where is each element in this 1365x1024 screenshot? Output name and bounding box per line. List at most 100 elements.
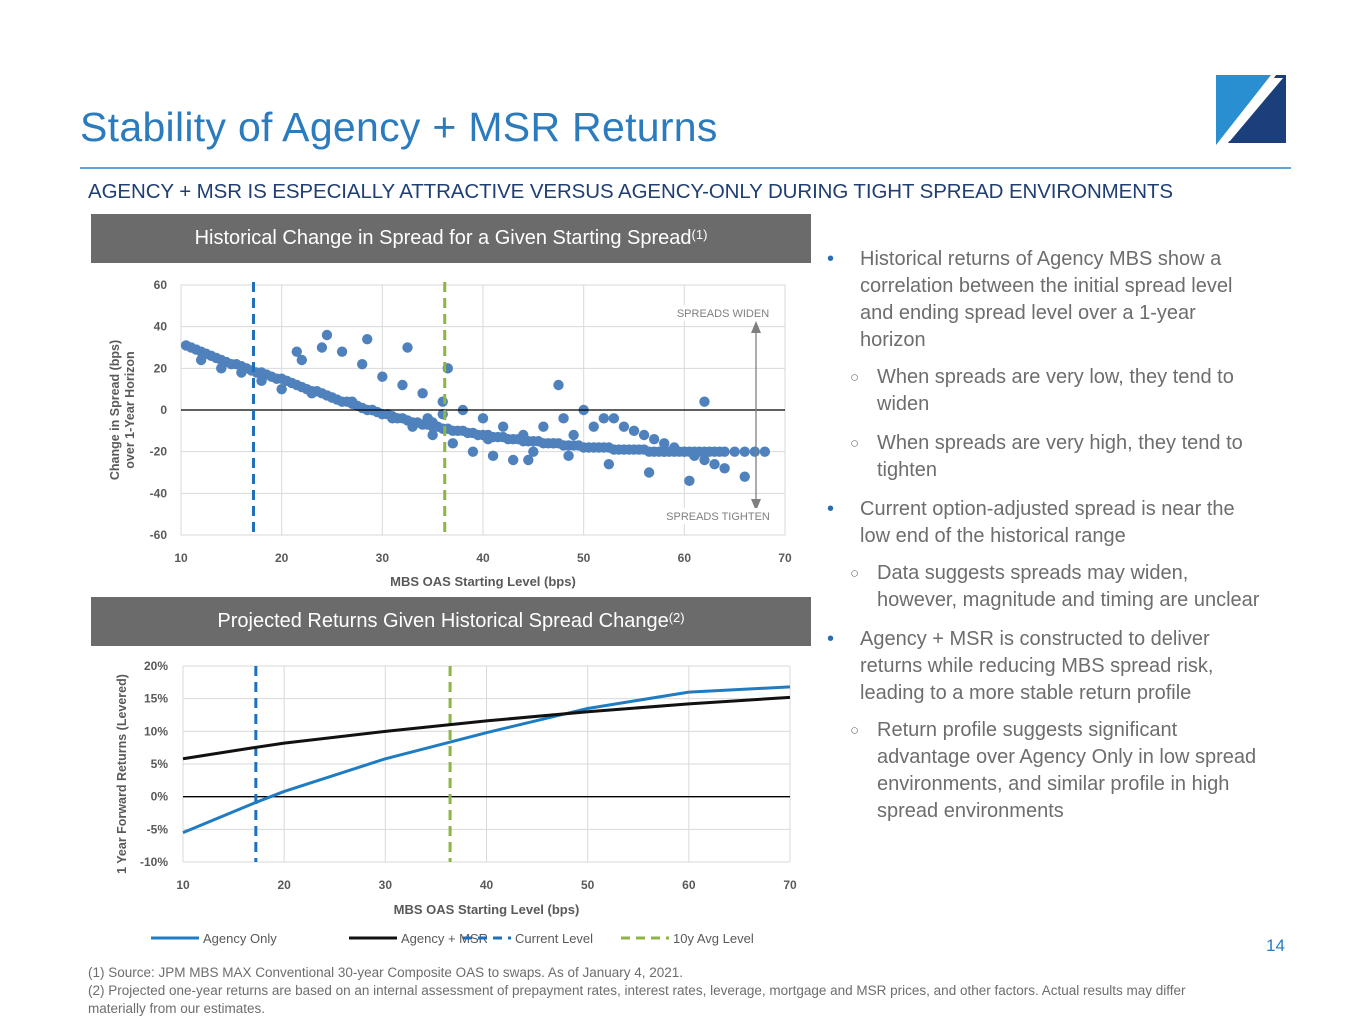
scatter-point xyxy=(291,346,302,357)
agency-msr-line xyxy=(182,695,791,761)
scatter-point xyxy=(709,458,720,470)
scatter-point xyxy=(528,446,539,457)
scatter-point xyxy=(679,446,690,457)
scatter-point xyxy=(553,379,564,391)
chart1-header-text: Historical Change in Spread for a Given … xyxy=(194,227,692,249)
scatter-point xyxy=(346,396,358,407)
scatter-point xyxy=(422,413,433,424)
scatter-point xyxy=(377,371,388,382)
footnotes: (1) Source: JPM MBS MAX Conventional 30-… xyxy=(88,964,1208,1018)
scatter-point xyxy=(447,438,458,449)
scatter-point xyxy=(417,388,428,399)
scatter-point xyxy=(739,446,750,457)
scatter-point xyxy=(719,463,730,474)
scatter-point xyxy=(643,467,655,478)
scatter-point xyxy=(523,454,534,466)
spreads-widen-label: SPREADS WIDEN xyxy=(677,308,769,320)
sub-bullet-item: ○ Return profile suggests significant adv… xyxy=(850,719,1257,822)
scatter-point xyxy=(729,446,740,457)
scatter-point xyxy=(638,429,650,441)
circle-bullet-icon: ○ xyxy=(850,722,860,739)
scatter-point xyxy=(759,446,771,457)
scatter-point xyxy=(236,367,247,378)
sub-bullet-item: ○ When spreads are very high, they tend t… xyxy=(850,432,1243,481)
y-axis-title: 1 Year Forward Returns (Levered) xyxy=(115,674,129,874)
scatter-point xyxy=(699,396,710,407)
scatter-point xyxy=(689,450,700,462)
agency-only-line xyxy=(182,685,791,834)
scatter-point xyxy=(402,342,413,353)
bullet-icon: • xyxy=(827,498,835,520)
x-tick-label: 10 xyxy=(174,551,188,565)
y-tick-label: 20 xyxy=(154,361,168,375)
y-tick-label: 15% xyxy=(144,692,168,706)
x-axis-title: MBS OAS Starting Level (bps) xyxy=(394,902,580,917)
scatter-point xyxy=(548,438,559,449)
bullet-item: • Historical returns of Agency MBS show a… xyxy=(827,248,1233,351)
spreads-tighten-label: SPREADS TIGHTEN xyxy=(666,511,770,523)
x-tick-label: 60 xyxy=(682,878,696,892)
chart2-header: Projected Returns Given Historical Sprea… xyxy=(91,597,811,646)
line-chart: 10 20 30 40 50 60 70 20% 15% 10% 5% 0% -5% -10% MBS OA… xyxy=(115,659,797,946)
circle-bullet-icon: ○ xyxy=(850,435,860,452)
scatter-point xyxy=(316,342,328,353)
section-subtitle: AGENCY + MSR IS ESPECIALLY ATTRACTIVE VE… xyxy=(88,180,1173,203)
scatter-point xyxy=(618,421,630,432)
x-tick-label: 40 xyxy=(476,551,490,565)
scatter-point xyxy=(538,421,549,432)
y-axis-title: Change in Spread (bps)over 1-Year Horizo… xyxy=(108,340,137,480)
bullet-list: • Historical returns of Agency MBS show a… xyxy=(825,246,1260,837)
scatter-point xyxy=(216,363,227,374)
page-number: 14 xyxy=(1266,936,1285,955)
scatter-point xyxy=(659,446,670,457)
scatter-point xyxy=(749,446,760,457)
tighten-arrow-head xyxy=(751,499,761,511)
scatter-point xyxy=(588,421,599,432)
scatter-point xyxy=(195,354,207,366)
x-tick-label: 20 xyxy=(275,551,289,565)
scatter-point xyxy=(497,421,509,432)
x-axis-title: MBS OAS Starting Level (bps) xyxy=(390,574,576,589)
y-tick-label: 10% xyxy=(144,724,168,738)
y-tick-label: 5% xyxy=(151,757,169,771)
scatter-point xyxy=(659,438,670,449)
scatter-point xyxy=(306,388,318,399)
circle-bullet-icon: ○ xyxy=(850,369,860,386)
scatter-point xyxy=(276,383,287,395)
footnote-2: (2) Projected one-year returns are based… xyxy=(88,983,1186,1016)
y-tick-label: 0 xyxy=(160,403,167,417)
annotation-bg xyxy=(673,305,775,321)
y-tick-label: -10% xyxy=(140,855,168,869)
y-tick-label: -20 xyxy=(150,445,168,459)
chart2-header-text: Projected Returns Given Historical Sprea… xyxy=(217,610,669,632)
company-logo xyxy=(1216,75,1286,149)
sub-bullet-item: ○ Data suggests spreads may widen, howeve… xyxy=(850,562,1260,611)
scatter-point xyxy=(357,358,368,370)
legend-10y-avg-label: 10y Avg Level xyxy=(673,931,754,946)
scatter-point xyxy=(362,333,373,345)
x-tick-label: 30 xyxy=(379,878,393,892)
y-tick-label: 0% xyxy=(151,790,169,804)
page-title: Stability of Agency + MSR Returns xyxy=(80,104,718,150)
scatter-point xyxy=(482,433,494,445)
scatter-point xyxy=(699,454,710,466)
scatter-point xyxy=(487,450,499,462)
scatter-chart: 10 20 30 40 50 60 70 60 40 20 0 -20 -40 -60 MBS OAS St… xyxy=(108,278,792,589)
scatter-point xyxy=(427,429,438,441)
sub-bullet-item: ○ When spreads are very low, they tend to… xyxy=(850,366,1234,415)
scatter-point xyxy=(598,413,609,424)
scatter-point xyxy=(518,429,529,441)
circle-bullet-icon: ○ xyxy=(850,565,860,582)
title-divider xyxy=(80,167,1291,169)
x-tick-label: 10 xyxy=(176,878,190,892)
scatter-point xyxy=(387,413,398,424)
scatter-point xyxy=(558,413,569,424)
scatter-point xyxy=(467,446,479,457)
chart1-header: Historical Change in Spread for a Given … xyxy=(91,214,811,263)
bullet-item: • Agency + MSR is constructed to deliver … xyxy=(827,628,1214,704)
chart2-header-footnote-ref: (2) xyxy=(668,610,685,625)
x-tick-label: 70 xyxy=(778,551,792,565)
scatter-point xyxy=(326,392,338,403)
scatter-point xyxy=(508,454,519,466)
scatter-point xyxy=(256,375,267,387)
